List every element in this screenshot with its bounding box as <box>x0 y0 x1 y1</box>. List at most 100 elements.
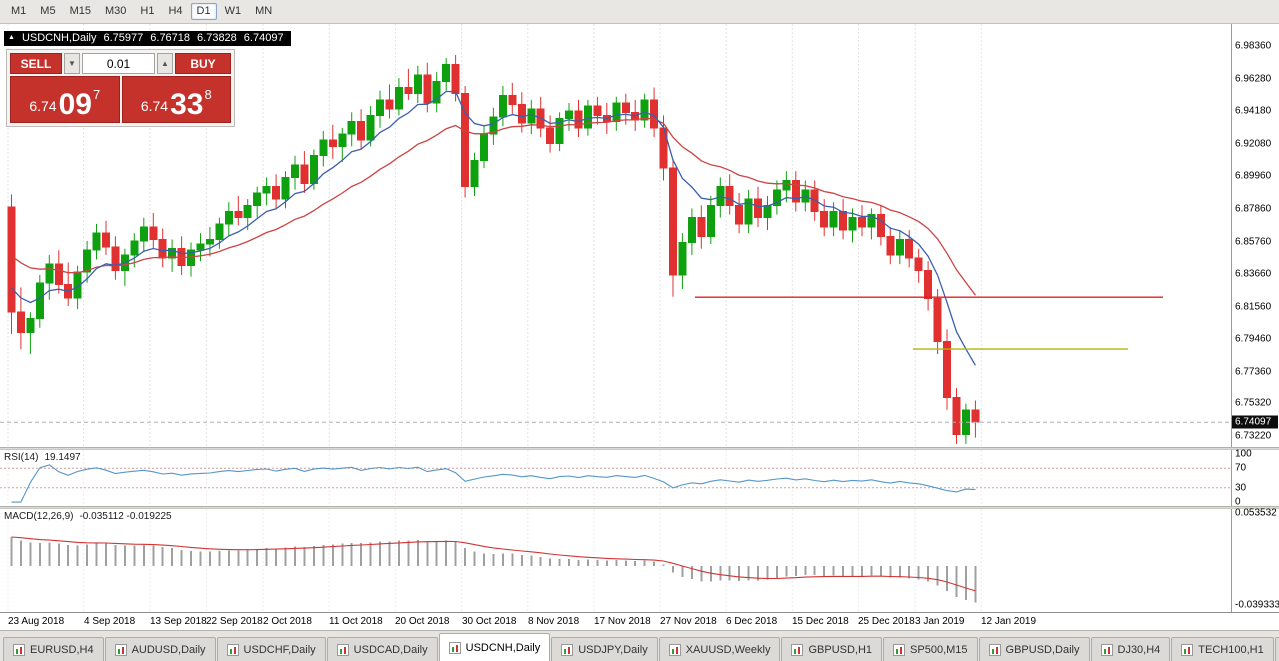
mini-chart-icon <box>791 643 804 656</box>
price-axis-label: 6.96280 <box>1235 73 1272 85</box>
price-axis-label: 6.89960 <box>1235 170 1272 182</box>
mini-chart-icon <box>1100 643 1113 656</box>
current-price-badge: 6.74097 <box>1232 415 1278 429</box>
candlestick-chart[interactable] <box>0 24 1231 447</box>
mini-chart-icon <box>1181 643 1194 656</box>
timeframe-button-m15[interactable]: M15 <box>64 3 97 20</box>
price-axis-label: 6.87860 <box>1235 203 1272 215</box>
buy-button[interactable]: BUY <box>175 53 231 74</box>
pane-splitter[interactable] <box>0 506 1279 509</box>
date-axis-label: 3 Jan 2019 <box>915 616 965 627</box>
price-axis-label: 6.81560 <box>1235 301 1272 313</box>
date-axis-label: 17 Nov 2018 <box>594 616 651 627</box>
buy-price-sup: 8 <box>204 87 212 102</box>
timeframe-button-h1[interactable]: H1 <box>134 3 160 20</box>
chart-tab-label: TECH100,H1 <box>1198 643 1264 656</box>
mini-chart-icon <box>448 641 461 654</box>
chart-tab-label: DJ30,H4 <box>1117 643 1161 656</box>
sell-button[interactable]: SELL <box>10 53 62 74</box>
mini-chart-icon <box>561 643 574 656</box>
rsi-axis[interactable]: 100 70 30 0 <box>1231 448 1279 508</box>
timeframe-button-w1[interactable]: W1 <box>219 3 248 20</box>
price-axis-label: 6.94180 <box>1235 105 1272 117</box>
chart-tab-label: USDJPY,Daily <box>578 643 648 656</box>
timeframe-button-m5[interactable]: M5 <box>34 3 61 20</box>
chart-tab-label: GBPUSD,H1 <box>808 643 873 656</box>
chart-tab-xauusd-weekly[interactable]: XAUUSD,Weekly <box>658 637 781 661</box>
date-axis-label: 2 Oct 2018 <box>263 616 312 627</box>
main-chart-plot[interactable]: ▲ USDCNH,Daily 6.75977 6.76718 6.73828 6… <box>0 24 1231 447</box>
one-click-trading-panel: SELL ▼ 0.01 ▲ BUY 6.74 09 7 6.74 33 8 <box>6 49 235 127</box>
date-axis-label: 13 Sep 2018 <box>150 616 207 627</box>
macd-axis-label: 0.053532 <box>1235 507 1277 519</box>
buy-price-prefix: 6.74 <box>140 98 169 114</box>
up-triangle-icon: ▲ <box>8 34 15 41</box>
mini-chart-icon <box>13 643 25 656</box>
rsi-pane: RSI(14) 19.1497 100 70 30 0 <box>0 448 1279 508</box>
chart-tab-label: AUDUSD,Daily <box>131 643 206 656</box>
rsi-chart[interactable] <box>0 450 1231 506</box>
price-axis-label: 6.83660 <box>1235 268 1272 280</box>
chart-tab-ukoil-h1[interactable]: UKOil,H1 <box>1274 637 1279 661</box>
chart-tab-usdchf-daily[interactable]: USDCHF,Daily <box>216 637 326 661</box>
sell-price-button[interactable]: 6.74 09 7 <box>10 76 120 123</box>
date-axis-label: 11 Oct 2018 <box>329 616 383 627</box>
mini-chart-icon <box>336 643 349 656</box>
volume-field[interactable]: 0.01 <box>82 53 155 74</box>
date-axis-label: 6 Dec 2018 <box>726 616 778 627</box>
chart-tab-audusd-daily[interactable]: AUDUSD,Daily <box>104 637 216 661</box>
rsi-plot[interactable]: RSI(14) 19.1497 <box>0 450 1231 506</box>
chart-tab-gbpusd-daily[interactable]: GBPUSD,Daily <box>978 637 1090 661</box>
price-axis-label: 6.85760 <box>1235 236 1272 248</box>
date-axis-label: 4 Sep 2018 <box>84 616 136 627</box>
volume-up-icon[interactable]: ▲ <box>157 53 173 74</box>
pane-splitter[interactable] <box>0 447 1279 450</box>
macd-plot[interactable]: MACD(12,26,9) -0.035112 -0.019225 <box>0 509 1231 612</box>
mini-chart-icon <box>988 643 1001 656</box>
sell-price-sup: 7 <box>92 87 101 102</box>
chart-tab-usdcad-daily[interactable]: USDCAD,Daily <box>326 637 438 661</box>
mini-chart-icon <box>114 643 127 656</box>
chart-tab-eurusd-h4[interactable]: EURUSD,H4 <box>3 637 104 661</box>
macd-chart[interactable] <box>0 509 1231 612</box>
price-axis-label: 6.92080 <box>1235 138 1272 150</box>
chart-tab-label: XAUUSD,Weekly <box>685 643 771 656</box>
chart-symbol-title: USDCNH,Daily <box>21 32 97 44</box>
timeframe-button-d1[interactable]: D1 <box>190 3 217 20</box>
ohlc-low: 6.73828 <box>197 32 237 44</box>
main-chart-pane: ▲ USDCNH,Daily 6.75977 6.76718 6.73828 6… <box>0 24 1279 447</box>
date-axis[interactable]: 23 Aug 2018 4 Sep 2018 13 Sep 2018 22 Sep 2… <box>0 612 1279 630</box>
date-axis-label: 15 Dec 2018 <box>792 616 849 627</box>
date-axis-label: 30 Oct 2018 <box>462 616 517 627</box>
price-axis-label: 6.75320 <box>1235 397 1272 409</box>
sell-price-big: 09 <box>58 87 92 121</box>
chart-tab-dj30-h4[interactable]: DJ30,H4 <box>1090 637 1171 661</box>
sell-price-prefix: 6.74 <box>29 98 57 114</box>
timeframe-button-m1[interactable]: M1 <box>5 3 32 20</box>
buy-price-button[interactable]: 6.74 33 8 <box>121 76 231 123</box>
chart-tab-bar: EURUSD,H4 AUDUSD,Daily USDCHF,Daily USDCAD,… <box>0 630 1279 661</box>
timeframe-button-mn[interactable]: MN <box>249 3 278 20</box>
timeframe-button-h4[interactable]: H4 <box>162 3 188 20</box>
mini-chart-icon <box>893 643 906 656</box>
ohlc-close: 6.74097 <box>243 32 284 44</box>
date-axis-label: 12 Jan 2019 <box>981 616 1037 627</box>
chart-tab-sp500-m15[interactable]: SP500,M15 <box>883 637 978 661</box>
timeframe-button-m30[interactable]: M30 <box>99 3 132 20</box>
rsi-axis-label: 30 <box>1235 482 1247 494</box>
date-axis-label: 25 Dec 2018 <box>858 616 915 627</box>
price-axis-label: 6.77360 <box>1235 366 1272 378</box>
date-axis-label: 22 Sep 2018 <box>206 616 263 627</box>
chart-tab-gbpusd-h1[interactable]: GBPUSD,H1 <box>781 637 883 661</box>
chart-tab-usdcnh-daily[interactable]: USDCNH,Daily <box>438 633 551 661</box>
price-axis[interactable]: 6.98360 6.96280 6.94180 6.92080 6.89960 6.878… <box>1231 24 1279 447</box>
macd-axis[interactable]: 0.053532 -0.039333 <box>1231 507 1279 612</box>
ohlc-open: 6.75977 <box>103 32 144 44</box>
volume-down-icon[interactable]: ▼ <box>64 53 80 74</box>
chart-tab-usdjpy-daily[interactable]: USDJPY,Daily <box>551 637 658 661</box>
chart-tab-tech100-h1[interactable]: TECH100,H1 <box>1171 637 1274 661</box>
rsi-axis-label: 100 <box>1235 448 1252 460</box>
rsi-indicator-name: RSI(14) <box>4 452 39 463</box>
rsi-axis-label: 0 <box>1235 496 1241 508</box>
